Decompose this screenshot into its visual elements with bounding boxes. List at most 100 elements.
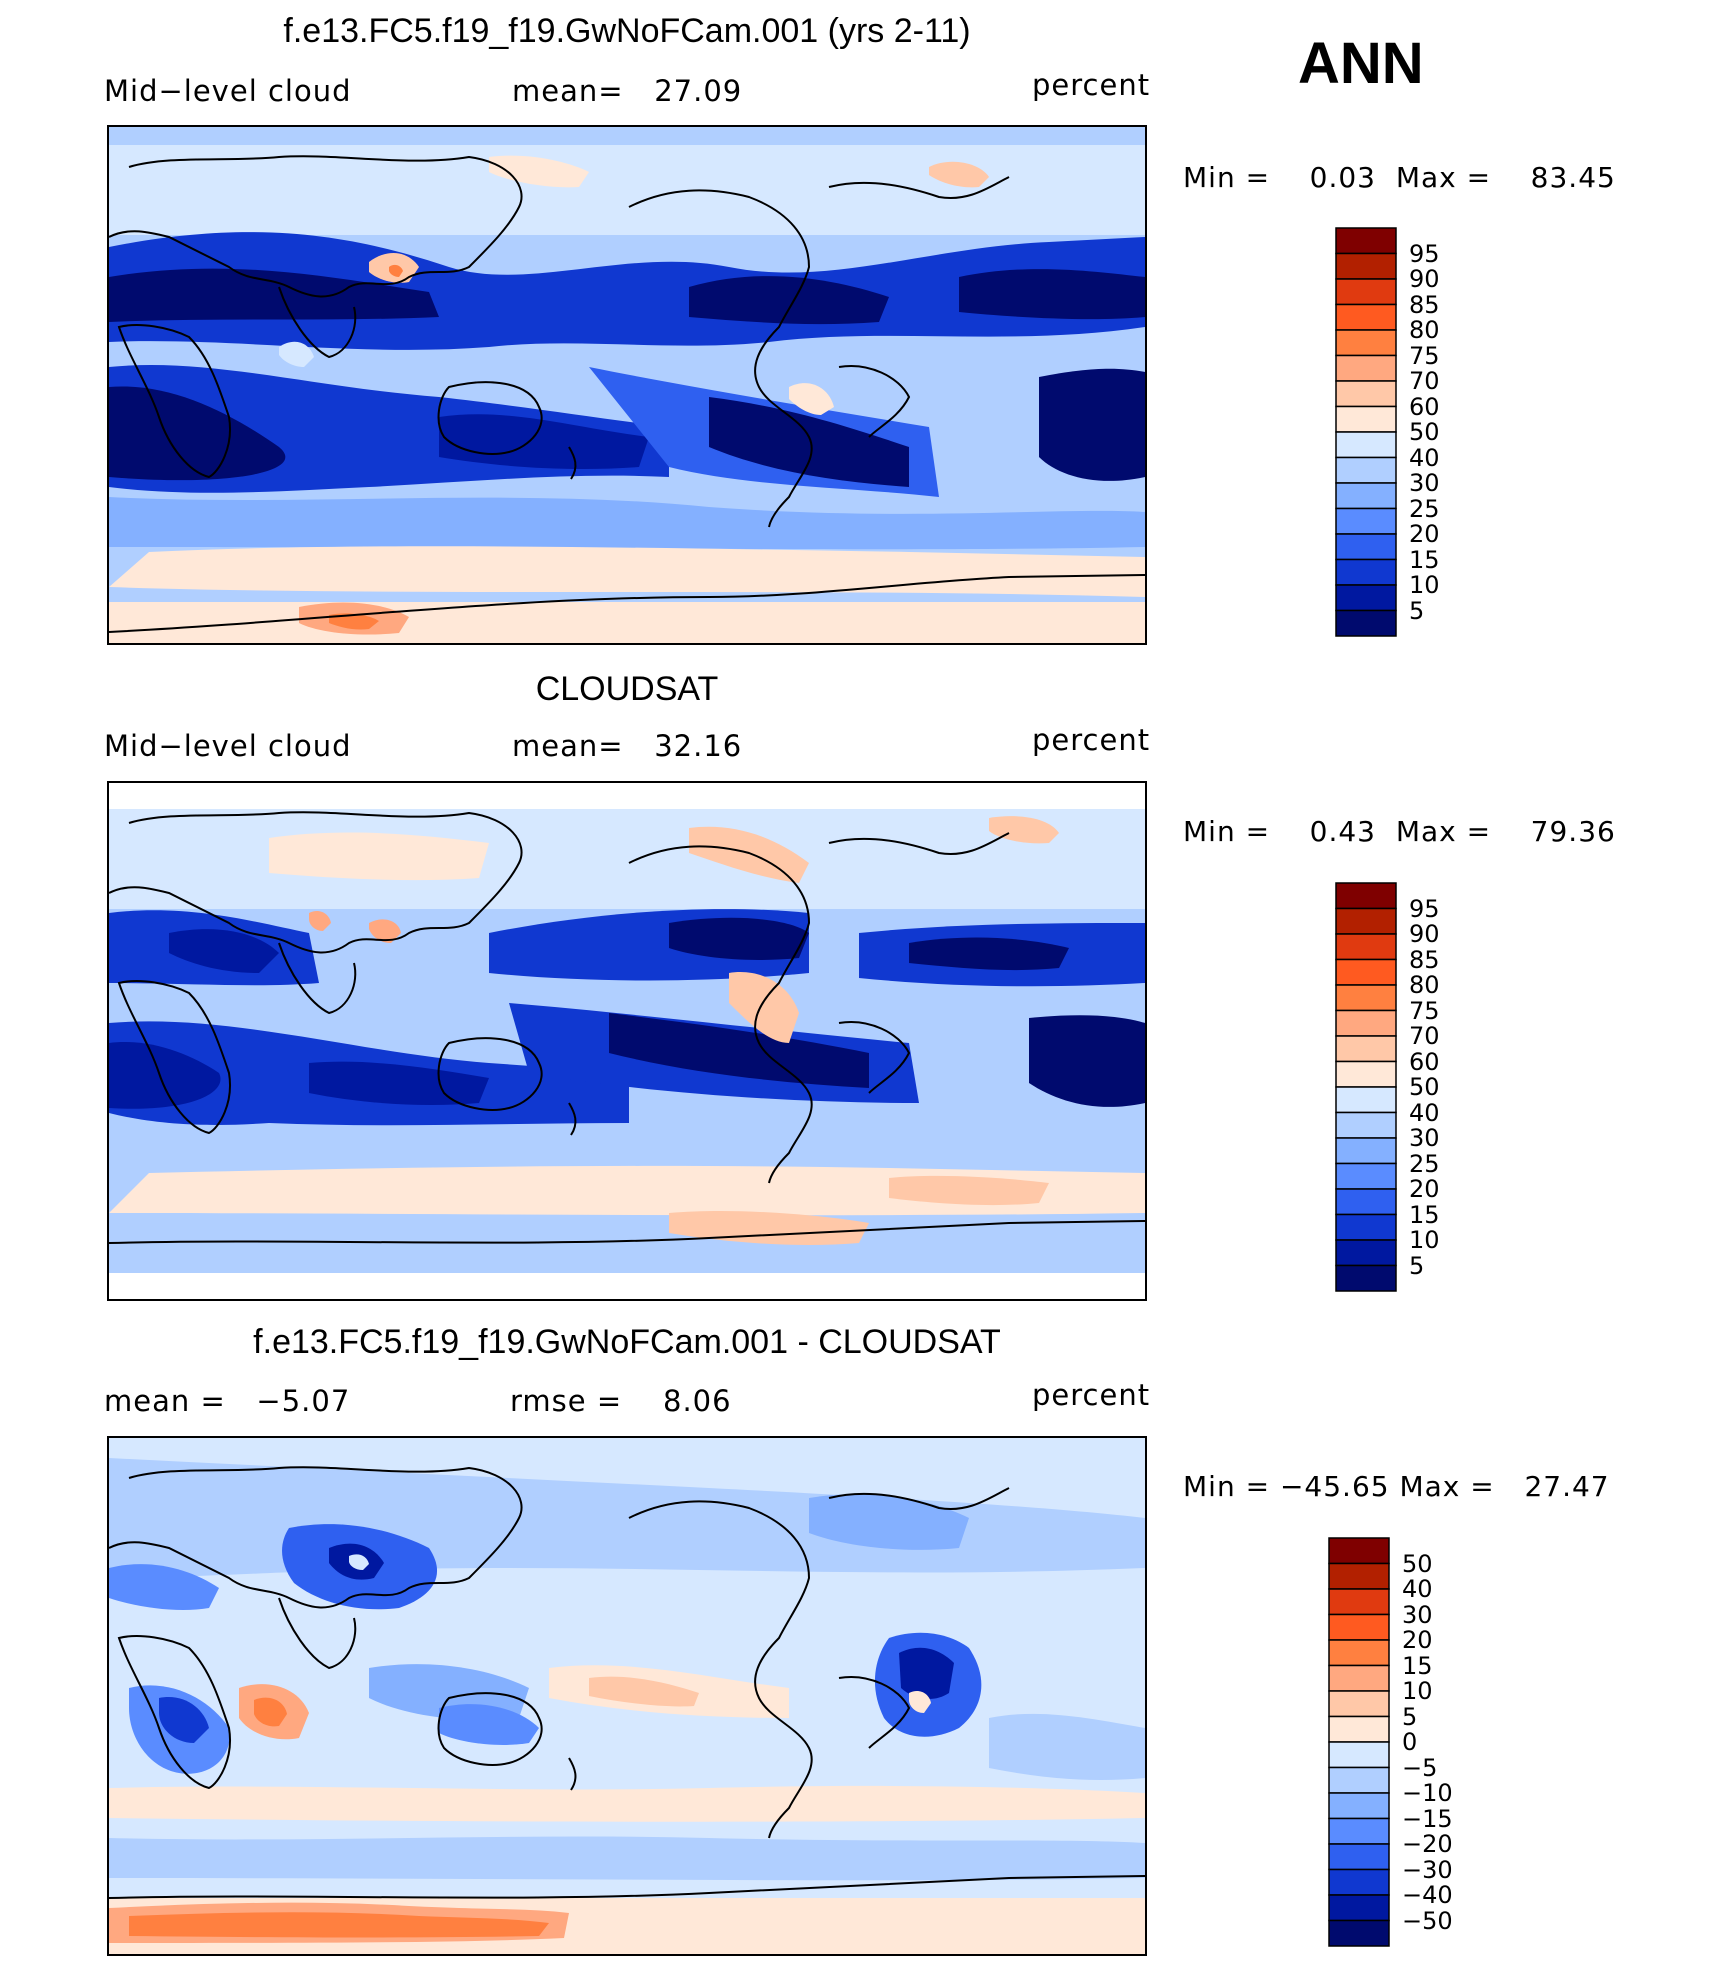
- colorbar-box: [1335, 252, 1397, 280]
- colorbar-tick-label: 80: [1409, 316, 1440, 344]
- min-key: Min =: [1183, 1470, 1271, 1503]
- colorbar-tick-label: 30: [1402, 1600, 1433, 1629]
- min-max-readout: Min = 0.03 Max = 83.45: [1183, 161, 1616, 194]
- colorbar-box: [1328, 1843, 1390, 1871]
- colorbar-box: [1335, 227, 1397, 255]
- colorbar-tick-label: 80: [1409, 971, 1440, 999]
- coastlines-diff: [109, 1466, 1145, 1899]
- rmse-key: rmse =: [510, 1384, 623, 1418]
- map-svg-obs: [109, 783, 1145, 1299]
- colorbar-tick-label: −15: [1402, 1804, 1453, 1833]
- colorbar-tick-label: −30: [1402, 1855, 1453, 1884]
- contour-map-obs: [107, 781, 1147, 1301]
- colorbar-box: [1328, 1664, 1390, 1692]
- colorbar-tick-label: 15: [1409, 545, 1440, 574]
- mean-value: 27.09: [654, 74, 743, 108]
- min-value: −45.65: [1279, 1470, 1390, 1503]
- colorbar-box: [1328, 1766, 1390, 1794]
- colorbar-tick-label: 40: [1402, 1575, 1433, 1603]
- mean-label: mean= 27.09: [512, 74, 742, 108]
- colorbar-box: [1335, 558, 1397, 586]
- map-svg-diff: [109, 1438, 1145, 1954]
- colorbar-tick-label: −40: [1402, 1881, 1453, 1909]
- colorbar-tick-label: 20: [1402, 1626, 1433, 1654]
- colorbar-tick-label: 20: [1409, 1175, 1440, 1203]
- mean-key: mean=: [512, 729, 624, 763]
- colorbar-box: [1328, 1792, 1390, 1820]
- colorbar-tick-label: −10: [1402, 1779, 1453, 1807]
- colorbar-box: [1335, 329, 1397, 357]
- colorbar-box: [1335, 533, 1397, 561]
- colorbar-tick-label: 75: [1409, 996, 1440, 1025]
- colorbar-tick-label: 50: [1409, 1073, 1440, 1101]
- variable-label: Mid−level cloud: [104, 729, 352, 763]
- colorbar-box: [1328, 1741, 1390, 1769]
- max-key: Max =: [1395, 815, 1492, 848]
- coastlines-obs: [109, 811, 1145, 1244]
- mean-value: −5.07: [256, 1384, 351, 1418]
- colorbar-box: [1335, 354, 1397, 382]
- colorbar-tick-label: 75: [1409, 341, 1440, 370]
- colorbar-box: [1335, 1137, 1397, 1165]
- season-label: ANN: [1298, 31, 1424, 96]
- colorbar-box: [1335, 958, 1397, 986]
- colorbar-tick-label: 90: [1409, 920, 1440, 948]
- contour-fill-obs: [109, 783, 1145, 1299]
- colorbar-box: [1328, 1868, 1390, 1896]
- colorbar-box: [1335, 1060, 1397, 1088]
- panel-title: f.e13.FC5.f19_f19.GwNoFCam.001 - CLOUDSA…: [253, 1323, 1001, 1361]
- mean-label: mean= 32.16: [512, 729, 742, 763]
- colorbar-box: [1335, 1111, 1397, 1139]
- max-value: 79.36: [1530, 815, 1616, 848]
- colorbar-box: [1328, 1817, 1390, 1845]
- contour-fill-diff: [109, 1438, 1145, 1954]
- min-max-readout: Min = −45.65 Max = 27.47: [1183, 1470, 1610, 1503]
- max-key: Max =: [1395, 161, 1492, 194]
- colorbar-box: [1335, 882, 1397, 910]
- colorbar-tick-label: 10: [1409, 571, 1440, 599]
- colorbar-box: [1328, 1894, 1390, 1922]
- max-value: 83.45: [1530, 161, 1616, 194]
- colorbar-box: [1335, 907, 1397, 935]
- min-value: 0.43: [1309, 815, 1376, 848]
- colorbar-box: [1335, 1188, 1397, 1216]
- colorbar-tick-label: −20: [1402, 1830, 1453, 1858]
- units-label: percent: [1032, 1378, 1151, 1412]
- colorbar-tick-label: 10: [1409, 1226, 1440, 1254]
- colorbar-tick-label: 40: [1409, 1098, 1440, 1127]
- colorbar-tick-label: 40: [1409, 443, 1440, 472]
- colorbar-tick-label: 50: [1402, 1549, 1433, 1578]
- colorbar-tick-label: 85: [1409, 290, 1440, 319]
- colorbar-svg: [1328, 1537, 1390, 1947]
- contour-map-diff: [107, 1436, 1147, 1956]
- colorbar-box: [1328, 1639, 1390, 1667]
- colorbar-box: [1335, 1035, 1397, 1063]
- map-svg-model: [109, 127, 1145, 643]
- panel-title: CLOUDSAT: [535, 670, 719, 708]
- colorbar-tick-label: 60: [1409, 1047, 1440, 1076]
- colorbar-box: [1335, 482, 1397, 510]
- colorbar-tick-label: 70: [1409, 367, 1440, 395]
- colorbar-tick-label: 5: [1402, 1702, 1418, 1731]
- min-key: Min =: [1183, 815, 1271, 848]
- colorbar-box: [1328, 1715, 1390, 1743]
- colorbar-tick-label: 0: [1402, 1728, 1418, 1756]
- min-value: 0.03: [1309, 161, 1376, 194]
- colorbar-box: [1335, 1086, 1397, 1114]
- colorbar-box: [1328, 1919, 1390, 1947]
- colorbar-tick-label: 20: [1409, 520, 1440, 548]
- max-value: 27.47: [1524, 1470, 1610, 1503]
- colorbar-box: [1335, 1162, 1397, 1190]
- colorbar-tick-label: 25: [1409, 494, 1440, 523]
- colorbar-tick-label: 60: [1409, 392, 1440, 421]
- colorbar-box: [1335, 456, 1397, 484]
- colorbar-box: [1335, 1213, 1397, 1241]
- colorbar-svg: [1335, 882, 1397, 1292]
- colorbar-tick-label: 70: [1409, 1022, 1440, 1050]
- units-label: percent: [1032, 68, 1151, 102]
- colorbar-tick-label: −5: [1402, 1753, 1438, 1782]
- mean-key: mean=: [512, 74, 624, 108]
- variable-label: Mid−level cloud: [104, 74, 352, 108]
- colorbar-svg: [1335, 227, 1397, 637]
- colorbar-box: [1328, 1588, 1390, 1616]
